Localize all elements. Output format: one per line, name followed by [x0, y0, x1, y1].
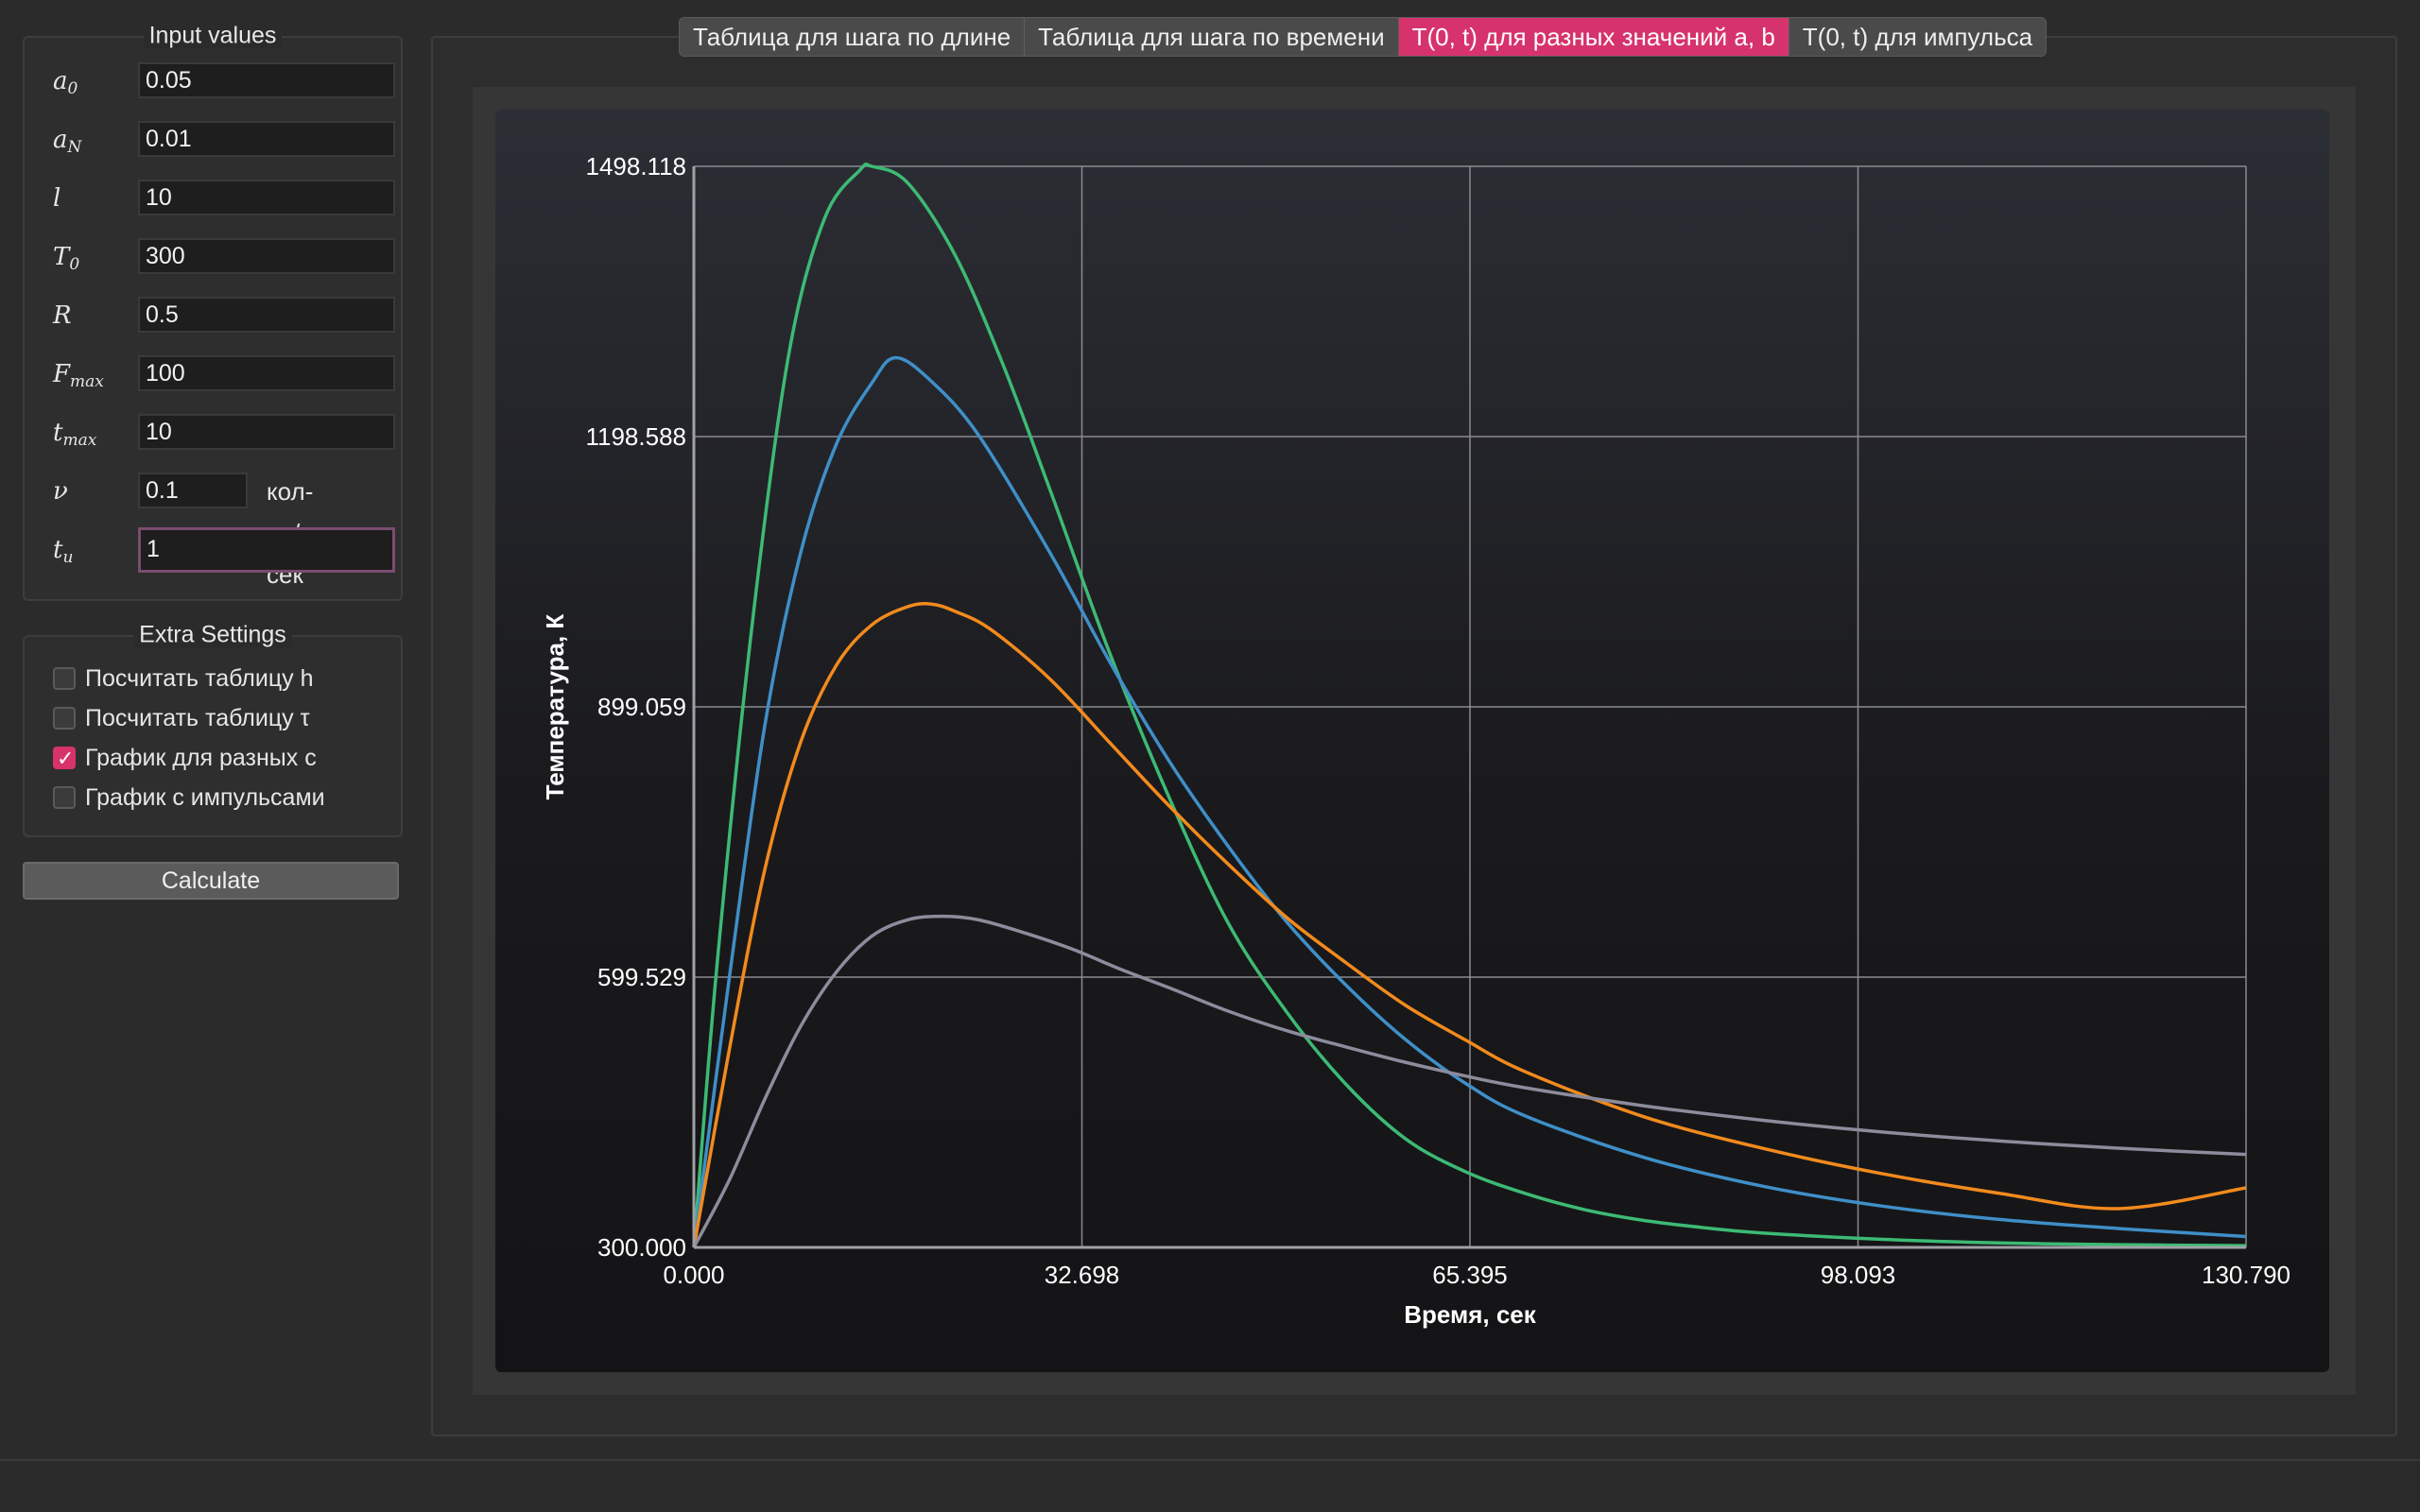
- param-label-aN: aN: [53, 126, 82, 157]
- status-bar: [0, 1459, 2420, 1512]
- l-input[interactable]: 10: [138, 180, 395, 215]
- param-label-l: l: [53, 184, 61, 213]
- option-label: Посчитать таблицу τ: [85, 705, 310, 731]
- tab-t0-impulse[interactable]: T(0, t) для импульса: [1802, 23, 2033, 51]
- y-tick-label: 599.529: [597, 963, 686, 991]
- series-line-3: [692, 602, 2247, 1248]
- input-values-group: Input values a0 0.05 aN 0.01 l 10 T0 300…: [23, 22, 403, 601]
- temperature-chart: 0.000 32.698 65.395 98.093 130.790 300.000 599…: [541, 152, 2290, 1329]
- checkbox-graph-impulse[interactable]: [53, 786, 76, 809]
- aN-input[interactable]: 0.01: [138, 121, 395, 157]
- Fmax-input[interactable]: 100: [138, 355, 395, 391]
- x-tick-label: 98.093: [1821, 1261, 1896, 1289]
- x-axis-title: Время, сек: [1404, 1300, 1537, 1329]
- param-label-tmax: tmax: [53, 419, 97, 450]
- checkbox-graph-c[interactable]: ✓: [53, 747, 76, 770]
- option-label: График с импульсами: [85, 784, 325, 811]
- x-tick-label: 65.395: [1432, 1261, 1508, 1289]
- extra-settings-group: Extra Settings Посчитать таблицу h Посчи…: [23, 621, 403, 837]
- tab-time-step-table[interactable]: Таблица для шага по времени: [1025, 18, 1399, 56]
- nu-input[interactable]: 0.1: [138, 472, 248, 508]
- option-label: График для разных c: [85, 745, 317, 771]
- checkbox-table-h[interactable]: [53, 667, 76, 690]
- param-label-T0: T0: [53, 243, 80, 274]
- chart-axes: [692, 166, 2246, 1249]
- y-tick-label: 899.059: [597, 693, 686, 721]
- x-tick-label: 32.698: [1045, 1261, 1120, 1289]
- param-label-a0: a0: [53, 67, 78, 98]
- param-label-tu: tu: [53, 536, 74, 567]
- checkbox-table-tau[interactable]: [53, 707, 76, 730]
- y-tick-label: 1498.118: [585, 152, 686, 180]
- param-label-Fmax: Fmax: [53, 360, 104, 391]
- input-values-title: Input values: [143, 22, 283, 49]
- tab-length-step-table[interactable]: Таблица для шага по длине: [680, 18, 1026, 56]
- checkmark-icon: ✓: [57, 747, 75, 770]
- R-input[interactable]: 0.5: [138, 297, 395, 333]
- x-tick-label: 0.000: [663, 1261, 724, 1289]
- extra-settings-title: Extra Settings: [133, 621, 292, 648]
- y-axis-title: Температура, К: [541, 614, 569, 800]
- param-label-R: R: [53, 301, 72, 330]
- tu-input[interactable]: 1: [138, 527, 395, 573]
- y-tick-label: 300.000: [597, 1233, 686, 1262]
- series-line-2: [692, 355, 2247, 1248]
- tmax-input[interactable]: 10: [138, 414, 395, 450]
- calculate-button[interactable]: Calculate: [23, 862, 399, 900]
- series-line-4: [692, 914, 2247, 1248]
- chart-series: [692, 163, 2247, 1248]
- a0-input[interactable]: 0.05: [138, 62, 395, 98]
- tab-bar: Таблица для шага по длине Таблица для ша…: [679, 17, 2048, 57]
- tab-t0-different-ab[interactable]: T(0, t) для разных значений a, b: [1398, 18, 1789, 56]
- chart-tick-labels: 0.000 32.698 65.395 98.093 130.790 300.000 599…: [585, 152, 2290, 1289]
- y-tick-label: 1198.588: [585, 422, 686, 451]
- T0-input[interactable]: 300: [138, 238, 395, 274]
- option-label: Посчитать таблицу h: [85, 665, 314, 692]
- series-line-1: [692, 163, 2247, 1248]
- x-tick-label: 130.790: [2202, 1261, 2290, 1289]
- param-label-nu: ν: [53, 477, 68, 506]
